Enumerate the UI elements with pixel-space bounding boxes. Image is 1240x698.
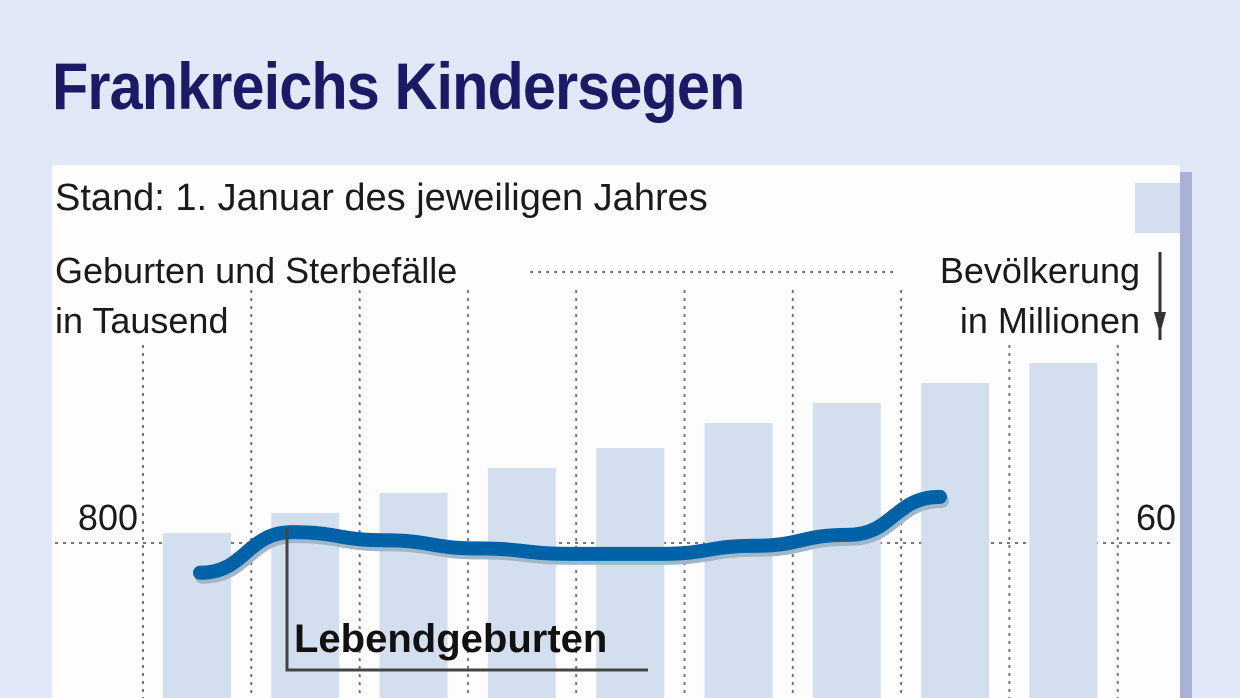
line-label-leader (285, 528, 648, 672)
population-bar (379, 493, 448, 698)
births-line (193, 489, 947, 580)
legend-bar-swatch (1135, 183, 1180, 233)
chart-subtitle: Stand: 1. Januar des jeweiligen Jahres (55, 177, 708, 219)
right-axis-arrow-icon (1154, 252, 1166, 340)
right-axis-label-2: in Millionen (960, 300, 1140, 341)
population-bar (704, 423, 773, 698)
left-axis-label-1: Geburten und Sterbefälle (55, 250, 457, 291)
left-axis-label-2: in Tausend (55, 300, 228, 341)
births-line-label: Lebendgeburten (294, 617, 607, 661)
population-bar (596, 448, 665, 698)
right-axis-label-1: Bevölkerung (940, 250, 1140, 291)
population-bar (1029, 363, 1098, 698)
right-tick-60: 60 (1136, 497, 1176, 538)
panel-shadow (1180, 172, 1192, 698)
left-tick-800: 800 (78, 497, 138, 538)
chart-title: Frankreichs Kindersegen (52, 49, 745, 123)
population-bar (812, 403, 881, 698)
population-bar (921, 383, 990, 698)
population-bar (487, 468, 556, 698)
population-bar (163, 533, 231, 698)
